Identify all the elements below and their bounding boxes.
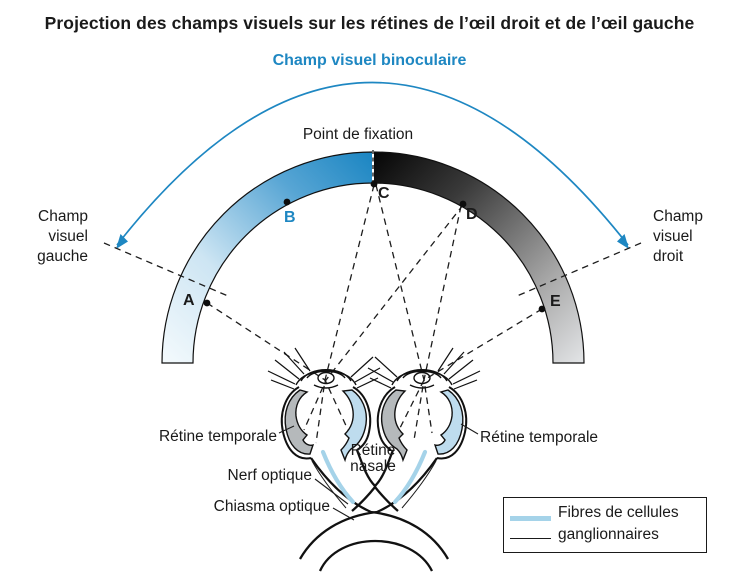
band-points: [203, 180, 546, 313]
right-eye-lens-icon: [413, 371, 431, 385]
nerf-optique-label: Nerf optique: [227, 467, 312, 484]
legend-label: Fibres de cellules ganglionnaires: [558, 502, 679, 546]
arrowhead-right-icon: [617, 234, 629, 249]
leader-retina-temporale-right: [460, 423, 479, 435]
right-eye-shell-right: [436, 386, 468, 460]
point-dot-a: [203, 299, 211, 307]
leader-nerf-optique: [314, 478, 349, 505]
right-eye-lashes: [367, 347, 481, 390]
point-dot-b: [283, 198, 291, 206]
legend-thin-fiber-swatch: [510, 538, 551, 540]
fiber-blue-left: [320, 449, 356, 505]
chiasm-inner-left: [351, 486, 376, 512]
left-eye: [267, 347, 381, 463]
tract-inner-arch: [318, 540, 434, 572]
ray-d-right-eye: [413, 205, 462, 441]
point-label-b: B: [284, 209, 296, 226]
right-eye-shell-left: [376, 386, 396, 451]
leader-retina-temporale-left: [278, 425, 295, 434]
sight-rays: [103, 184, 642, 444]
left-visual-field-label: Champ visuel gauche: [37, 208, 88, 265]
arrowhead-left-icon: [116, 234, 128, 249]
point-dot-c: [370, 180, 378, 188]
visual-field-band-left: [161, 151, 374, 364]
chiasma-optique-label: Chiasma optique: [213, 498, 330, 515]
point-dot-e: [538, 305, 546, 313]
ray-e-right-eye: [399, 308, 543, 429]
arrow-arc: [116, 81, 629, 246]
chiasm-inner-right: [374, 486, 399, 512]
legend-blue-fiber-swatch: [510, 516, 551, 521]
left-eye-shell-right: [352, 386, 372, 451]
point-label-d: D: [466, 206, 478, 223]
ray-c-left-eye: [315, 184, 375, 444]
label-leaders: [278, 423, 479, 521]
left-eye-temporal-retina-gray: [284, 389, 315, 455]
visual-field-band: [161, 151, 585, 364]
retina-temporale-right-label: Rétine temporale: [480, 429, 599, 446]
optic-chiasm: [299, 449, 449, 572]
fixation-point-label: Point de fixation: [302, 126, 414, 143]
right-nerve-outer-to-left-tract: [299, 457, 438, 560]
ray-a-left-eye: [206, 302, 349, 431]
fiber-thin-right: [401, 460, 437, 509]
binocular-field-arrow: [116, 81, 629, 249]
retina-temporale-left-label: Rétine temporale: [158, 428, 277, 445]
nasal-u-between-eyes: [355, 449, 395, 488]
fiber-blue-right: [392, 449, 428, 505]
right-eye-temporal-retina-blue: [433, 389, 464, 455]
page-title: Projection des champs visuels sur les ré…: [44, 13, 695, 33]
right-visual-field-label: Champ visuel droit: [653, 208, 703, 265]
visual-field-band-right: [372, 151, 585, 364]
leader-chiasma-optique: [332, 507, 355, 521]
legend-label-line1: Fibres de cellules: [558, 504, 679, 521]
legend: Fibres de cellules ganglionnaires: [503, 497, 707, 553]
binocular-field-label: Champ visuel binoculaire: [272, 52, 467, 69]
right-eye: [367, 347, 481, 463]
point-label-c: C: [378, 185, 390, 202]
ray-d-left-eye: [303, 204, 464, 431]
left-eye-cornea: [295, 369, 357, 389]
point-dot-d: [459, 200, 467, 208]
right-eye-nasal-retina-gray: [380, 389, 408, 463]
left-eye-lashes: [267, 347, 381, 390]
legend-label-line2: ganglionnaires: [558, 526, 659, 543]
retina-nasale-label: Rétine nasale: [350, 442, 396, 475]
ganglion-fibers: [311, 449, 437, 509]
right-eye-cornea: [391, 369, 453, 389]
point-label-e: E: [550, 293, 561, 310]
left-eye-shell-left: [280, 386, 312, 460]
left-eye-nasal-retina-blue: [340, 389, 368, 463]
fiber-thin-left: [311, 460, 347, 509]
left-eye-lens-icon: [317, 371, 335, 385]
point-label-a: A: [183, 292, 195, 309]
